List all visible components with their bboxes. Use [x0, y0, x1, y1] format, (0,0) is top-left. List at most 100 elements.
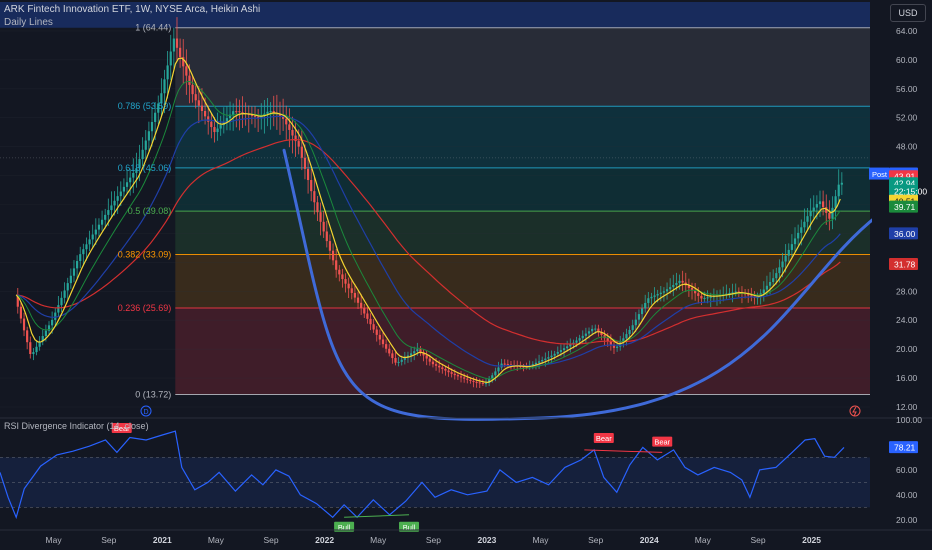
- fib-band: [175, 106, 870, 168]
- price-tick-label: 16.00: [896, 373, 918, 383]
- time-tick-label: May: [532, 535, 549, 545]
- candle-body: [107, 210, 110, 215]
- candle-body: [606, 338, 609, 342]
- candle-body: [41, 336, 44, 342]
- candle-body: [531, 364, 534, 366]
- candle-body: [313, 191, 316, 203]
- candle-body: [132, 172, 135, 178]
- candle-body: [438, 365, 441, 368]
- price-tick-label: 24.00: [896, 315, 918, 325]
- candle-body: [793, 238, 797, 245]
- candle-body: [506, 364, 509, 366]
- candle-body: [97, 224, 101, 230]
- candle-body: [172, 38, 175, 52]
- candle-body: [569, 344, 572, 347]
- candle-body: [369, 318, 372, 325]
- candle-body: [63, 290, 66, 298]
- candle-body: [678, 280, 681, 283]
- candle-body: [556, 351, 559, 354]
- time-tick-label: May: [370, 535, 387, 545]
- candle-body: [784, 255, 787, 262]
- candle-body: [113, 200, 116, 206]
- candle-body: [709, 296, 712, 298]
- candle-body: [110, 205, 113, 211]
- candle-body: [397, 361, 400, 363]
- markers: D: [140, 405, 861, 417]
- candle-body: [269, 111, 272, 113]
- candle-body: [375, 329, 378, 335]
- candle-body: [806, 216, 809, 222]
- candle-body: [366, 313, 369, 319]
- candle-body: [697, 293, 700, 296]
- candle-body: [378, 334, 381, 340]
- candle-body: [179, 47, 182, 58]
- candle-body: [706, 297, 709, 299]
- price-tag: [889, 184, 918, 197]
- candle-body: [238, 111, 241, 113]
- candle-body: [812, 207, 815, 212]
- candle-body: [88, 239, 91, 245]
- candle-body: [612, 344, 616, 348]
- candle-body: [26, 330, 29, 343]
- time-tick-label: May: [46, 535, 63, 545]
- candle-body: [441, 367, 444, 369]
- candle-body: [75, 261, 79, 269]
- candle-body: [472, 380, 475, 382]
- rsi-tick-label: 20.00: [896, 515, 918, 525]
- candle-body: [216, 128, 219, 133]
- time-tick-label: Sep: [101, 535, 116, 545]
- candle-body: [466, 378, 469, 380]
- price-tag-label: 42.94: [894, 179, 916, 189]
- post-tag: [869, 167, 889, 180]
- candle-body: [225, 118, 229, 122]
- candle-body: [481, 382, 484, 384]
- candle-body: [285, 118, 288, 125]
- time-tick-label: Sep: [426, 535, 441, 545]
- candle-body: [637, 314, 641, 320]
- price-tag-label: 36.00: [894, 229, 916, 239]
- candle-body: [609, 341, 612, 345]
- candle-body: [597, 328, 600, 332]
- candle-body: [772, 278, 775, 282]
- candle-body: [104, 214, 107, 220]
- candle-body: [278, 114, 282, 117]
- flash-icon: [849, 405, 861, 417]
- candle-body: [403, 357, 406, 360]
- candle-body: [16, 294, 19, 307]
- candle-body: [537, 361, 541, 363]
- fib-label: 0.618 (45.06): [118, 163, 172, 173]
- candle-body: [219, 125, 222, 129]
- price-tag: [889, 227, 918, 240]
- candle-body: [828, 212, 831, 219]
- candle-body: [157, 103, 160, 113]
- candle-body: [91, 234, 94, 240]
- candle-body: [734, 291, 737, 293]
- candle-body: [228, 114, 232, 119]
- time-tick-label: Sep: [750, 535, 765, 545]
- candle-body: [400, 359, 403, 362]
- candle-body: [32, 352, 35, 355]
- candle-body: [44, 330, 47, 337]
- candle-body: [282, 116, 285, 119]
- currency-button[interactable]: USD: [890, 4, 926, 22]
- bear-badge: [593, 432, 614, 443]
- price-tick-label: 48.00: [896, 142, 918, 152]
- fib-label: 0.5 (39.08): [128, 206, 172, 216]
- candle-body: [138, 159, 141, 169]
- candle-body: [82, 249, 85, 255]
- candle-body: [85, 244, 88, 250]
- price-tick-label: 56.00: [896, 84, 918, 94]
- candle-body: [163, 79, 166, 94]
- candle-body: [562, 348, 566, 351]
- price-tick-label: 52.00: [896, 113, 918, 123]
- candle-body: [622, 338, 625, 343]
- rsi-tick-label: 100.00: [896, 415, 922, 425]
- candle-body: [822, 201, 825, 208]
- candle-body: [147, 131, 150, 141]
- candle-body: [456, 375, 460, 377]
- fib-band: [175, 27, 870, 107]
- candle-body: [800, 227, 803, 233]
- candle-body: [484, 383, 488, 385]
- candle-body: [778, 267, 781, 274]
